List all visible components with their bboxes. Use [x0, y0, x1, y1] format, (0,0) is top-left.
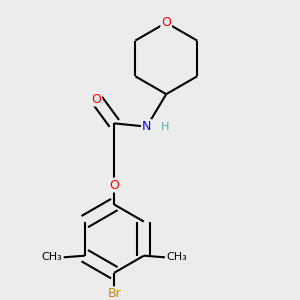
Text: CH₃: CH₃: [166, 252, 187, 262]
Text: Br: Br: [107, 287, 121, 300]
Text: N: N: [142, 120, 152, 133]
Text: O: O: [161, 16, 171, 29]
Text: O: O: [92, 92, 101, 106]
Text: H: H: [160, 122, 169, 132]
Text: O: O: [109, 178, 119, 192]
Text: CH₃: CH₃: [42, 252, 62, 262]
